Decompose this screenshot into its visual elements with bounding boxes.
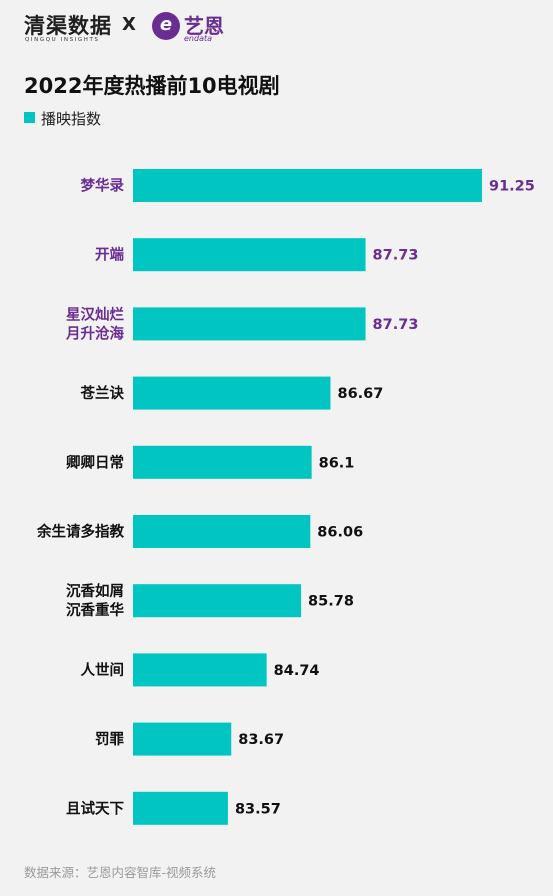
chart-title: 2022年度热播前10电视剧	[24, 74, 280, 98]
value-label: 83.67	[238, 732, 284, 748]
value-label: 87.73	[373, 317, 419, 333]
category-label: 且试天下	[66, 799, 124, 817]
bar	[133, 169, 482, 202]
category-label: 罚罪	[95, 731, 124, 748]
category-label: 梦华录	[81, 177, 125, 195]
bar	[133, 376, 331, 410]
bar	[133, 653, 267, 687]
category-label: 沉香如屑沉香重华	[66, 582, 124, 619]
value-label: 91.25	[489, 179, 535, 195]
endata-logo: e 艺恩 endata	[152, 10, 272, 44]
bar	[133, 515, 311, 548]
data-source-note: 数据来源：艺恩内容智库-视频系统	[24, 865, 217, 880]
value-label: 85.78	[308, 594, 354, 610]
bar	[133, 445, 312, 479]
endata-logo-subtitle: endata	[184, 34, 213, 43]
category-label: 卿卿日常	[66, 453, 124, 471]
qingqu-logo: 清渠数据 QINGQU INSIGHTS	[24, 10, 124, 44]
collaboration-x: X	[122, 14, 136, 35]
bar	[133, 584, 302, 618]
bar-chart: 梦华录 91.25 开端 87.73 星汉灿烂月升沧海 87.73 苍兰诀 86.67 卿卿日常…	[36, 169, 535, 825]
endata-logo-name: 艺恩	[184, 14, 224, 38]
value-label: 83.57	[235, 801, 281, 817]
category-label: 余生请多指教	[36, 523, 124, 541]
value-label: 86.67	[337, 386, 383, 402]
value-label: 87.73	[373, 248, 419, 264]
value-label: 86.1	[319, 455, 355, 471]
category-label: 开端	[95, 246, 124, 264]
legend-label: 播映指数	[41, 110, 102, 128]
category-label: 人世间	[81, 661, 125, 679]
value-label: 86.06	[317, 525, 363, 541]
endata-logo-icon: e	[152, 12, 180, 40]
header: 清渠数据 QINGQU INSIGHTS X e 艺恩 endata	[24, 10, 284, 44]
category-label: 星汉灿烂月升沧海	[65, 305, 124, 342]
value-label: 84.74	[274, 663, 320, 679]
bar	[133, 307, 366, 341]
category-label: 苍兰诀	[80, 384, 125, 402]
bar	[133, 791, 228, 825]
bar	[133, 238, 366, 272]
qingqu-logo-subtitle: QINGQU INSIGHTS	[25, 37, 100, 43]
bar	[133, 722, 232, 756]
qingqu-logo-name: 清渠数据	[24, 14, 112, 38]
legend-swatch	[24, 112, 35, 123]
